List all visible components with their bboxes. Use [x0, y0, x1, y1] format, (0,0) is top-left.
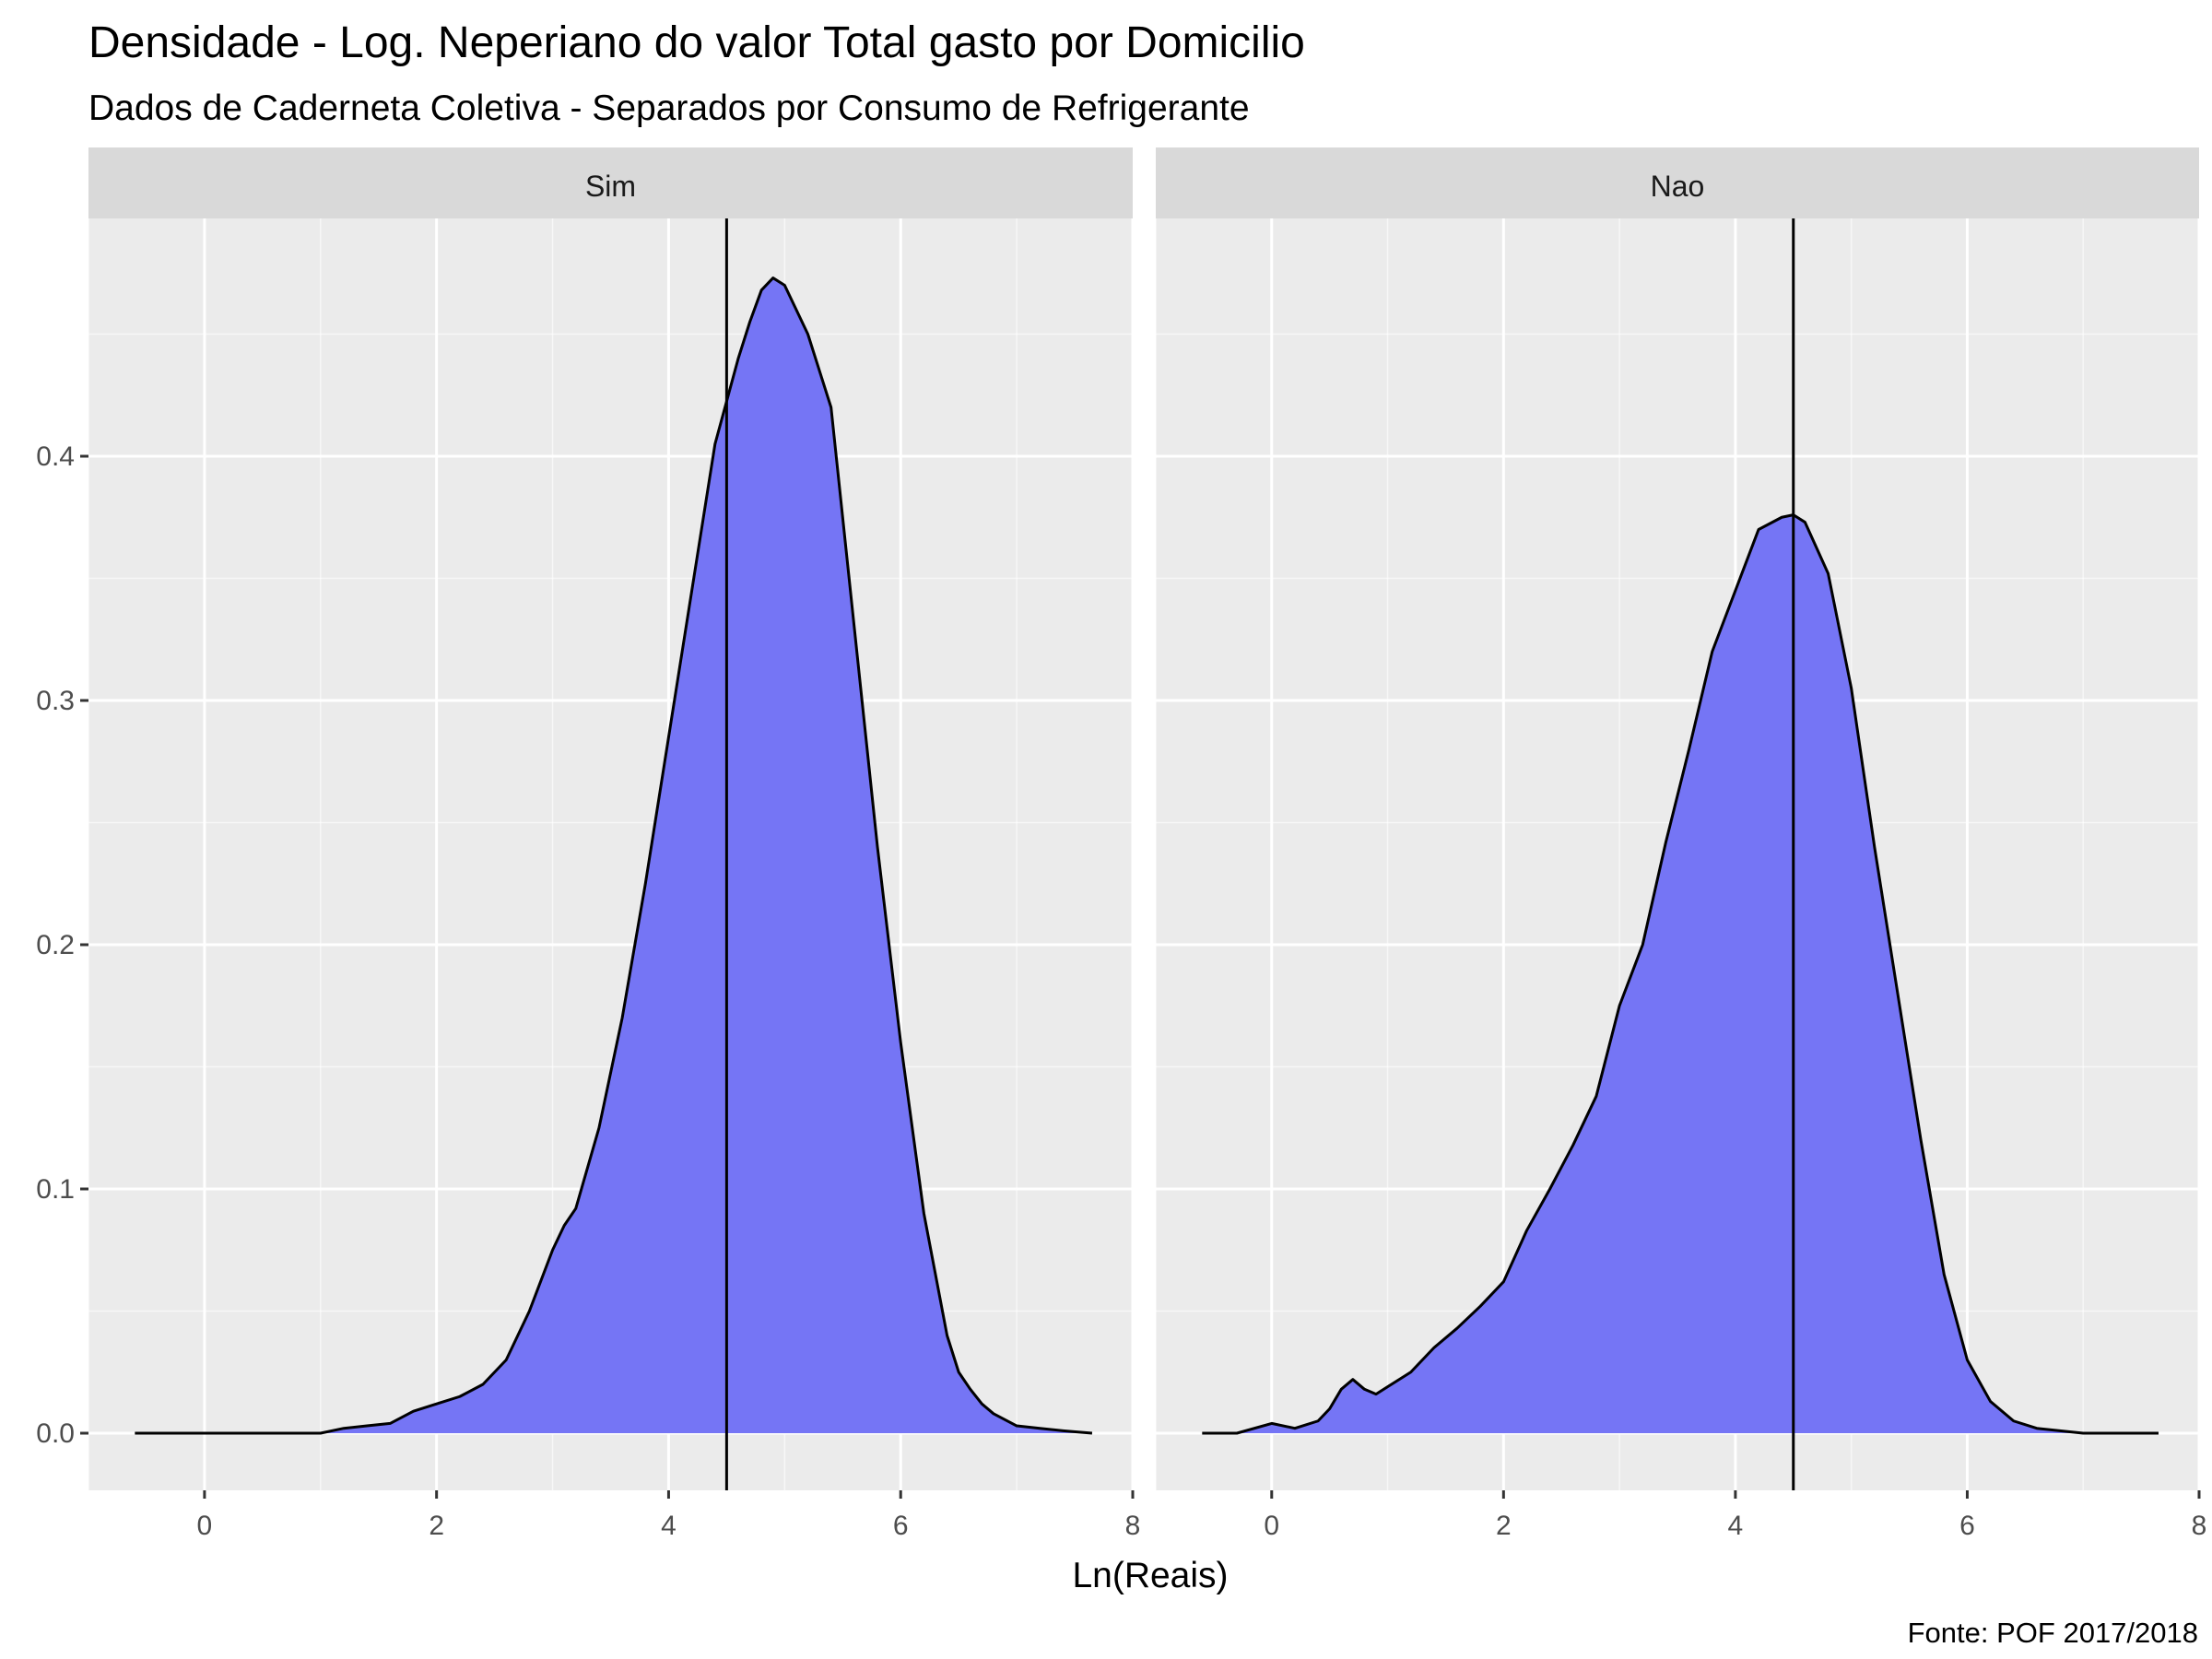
y-tick-label: 0.0 — [36, 1418, 75, 1449]
x-tick-label: 8 — [2192, 1511, 2207, 1541]
density-area — [135, 277, 1092, 1433]
chart-title: Densidade - Log. Neperiano do valor Tota… — [88, 18, 1305, 67]
density-outline — [1202, 513, 2159, 1435]
y-tick-label: 0.2 — [36, 930, 75, 960]
facet-strip — [1156, 147, 2199, 218]
y-tick-label: 0.1 — [36, 1174, 75, 1205]
x-tick-label: 6 — [893, 1511, 909, 1541]
facet-strip-label: Nao — [1651, 170, 1705, 203]
facet-panels: Sim 0 2 4 6 8 0.0 0.1 0.2 0.3 0.4 Nao 0 2 4 6 8 — [36, 147, 2206, 1541]
chart-caption: Fonte: POF 2017/2018 — [1908, 1617, 2198, 1649]
x-tick-label: 2 — [1496, 1511, 1512, 1541]
x-tick-label: 0 — [197, 1511, 213, 1541]
x-tick-label: 6 — [1959, 1511, 1975, 1541]
x-tick-label: 4 — [1728, 1511, 1744, 1541]
y-tick-label: 0.3 — [36, 686, 75, 716]
panel-sim: Sim 0 2 4 6 8 0.0 0.1 0.2 0.3 0.4 — [36, 147, 1140, 1541]
facet-strip-label: Sim — [585, 170, 636, 203]
x-tick-label: 0 — [1264, 1511, 1279, 1541]
chart-subtitle: Dados de Caderneta Coletiva - Separados … — [88, 88, 1250, 128]
density-outline — [135, 276, 1093, 1435]
x-tick-label: 2 — [429, 1511, 444, 1541]
y-tick-label: 0.4 — [36, 441, 75, 472]
density-area — [1202, 514, 2159, 1433]
x-axis-title: Ln(Reais) — [1072, 1556, 1228, 1595]
panel-nao: Nao 0 2 4 6 8 — [1155, 147, 2207, 1541]
facet-strip — [88, 147, 1133, 218]
x-tick-label: 8 — [1125, 1511, 1141, 1541]
x-tick-label: 4 — [661, 1511, 677, 1541]
